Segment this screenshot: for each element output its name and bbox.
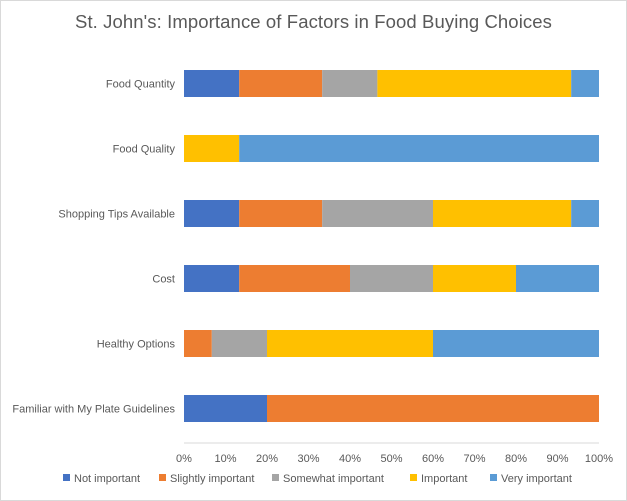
bar-segment-somewhat-important	[211, 330, 267, 357]
category-label: Food Quality	[113, 144, 176, 156]
x-tick-label: 20%	[256, 453, 278, 465]
legend-label: Very important	[501, 473, 572, 485]
legend-label: Somewhat important	[283, 473, 384, 485]
legend-label: Not important	[74, 473, 140, 485]
bar-segment-somewhat-important	[322, 200, 433, 227]
bar-segment-very-important	[433, 330, 599, 357]
x-tick-label: 40%	[339, 453, 361, 465]
legend-swatch	[159, 474, 166, 481]
x-tick-label: 0%	[176, 453, 192, 465]
category-label: Familiar with My Plate Guidelines	[12, 404, 175, 416]
category-label: Cost	[152, 274, 175, 286]
legend-swatch	[490, 474, 497, 481]
legend-label: Important	[421, 473, 467, 485]
bar-segment-not-important	[184, 395, 267, 422]
bar-segment-important	[433, 200, 572, 227]
bar-segment-important	[184, 135, 240, 162]
legend-swatch	[272, 474, 279, 481]
bar-segment-not-important	[184, 200, 240, 227]
x-tick-label: 30%	[297, 453, 319, 465]
bar-segment-very-important	[571, 200, 599, 227]
category-label: Food Quantity	[106, 79, 176, 91]
x-tick-label: 80%	[505, 453, 527, 465]
bar-segment-very-important	[516, 265, 599, 292]
legend-swatch	[410, 474, 417, 481]
category-label: Healthy Options	[97, 339, 176, 351]
x-tick-label: 60%	[422, 453, 444, 465]
category-label: Shopping Tips Available	[58, 209, 175, 221]
bar-segment-not-important	[184, 70, 240, 97]
x-tick-label: 10%	[214, 453, 236, 465]
bar-segment-slightly-important	[184, 330, 212, 357]
legend-swatch	[63, 474, 70, 481]
legend-label: Slightly important	[170, 473, 254, 485]
bar-segment-important	[377, 70, 572, 97]
x-tick-label: 90%	[546, 453, 568, 465]
x-tick-label: 70%	[463, 453, 485, 465]
bar-segment-important	[267, 330, 433, 357]
chart-title: St. John's: Importance of Factors in Foo…	[75, 11, 552, 32]
bar-segment-slightly-important	[239, 70, 323, 97]
bar-segment-slightly-important	[267, 395, 599, 422]
bar-segment-slightly-important	[239, 200, 323, 227]
bar-segment-very-important	[571, 70, 599, 97]
bar-segment-somewhat-important	[322, 70, 378, 97]
bar-segment-somewhat-important	[350, 265, 433, 292]
bar-segment-very-important	[239, 135, 599, 162]
bar-segment-slightly-important	[239, 265, 350, 292]
x-tick-label: 50%	[380, 453, 402, 465]
x-tick-label: 100%	[585, 453, 613, 465]
bar-segment-important	[433, 265, 516, 292]
bar-segment-not-important	[184, 265, 240, 292]
